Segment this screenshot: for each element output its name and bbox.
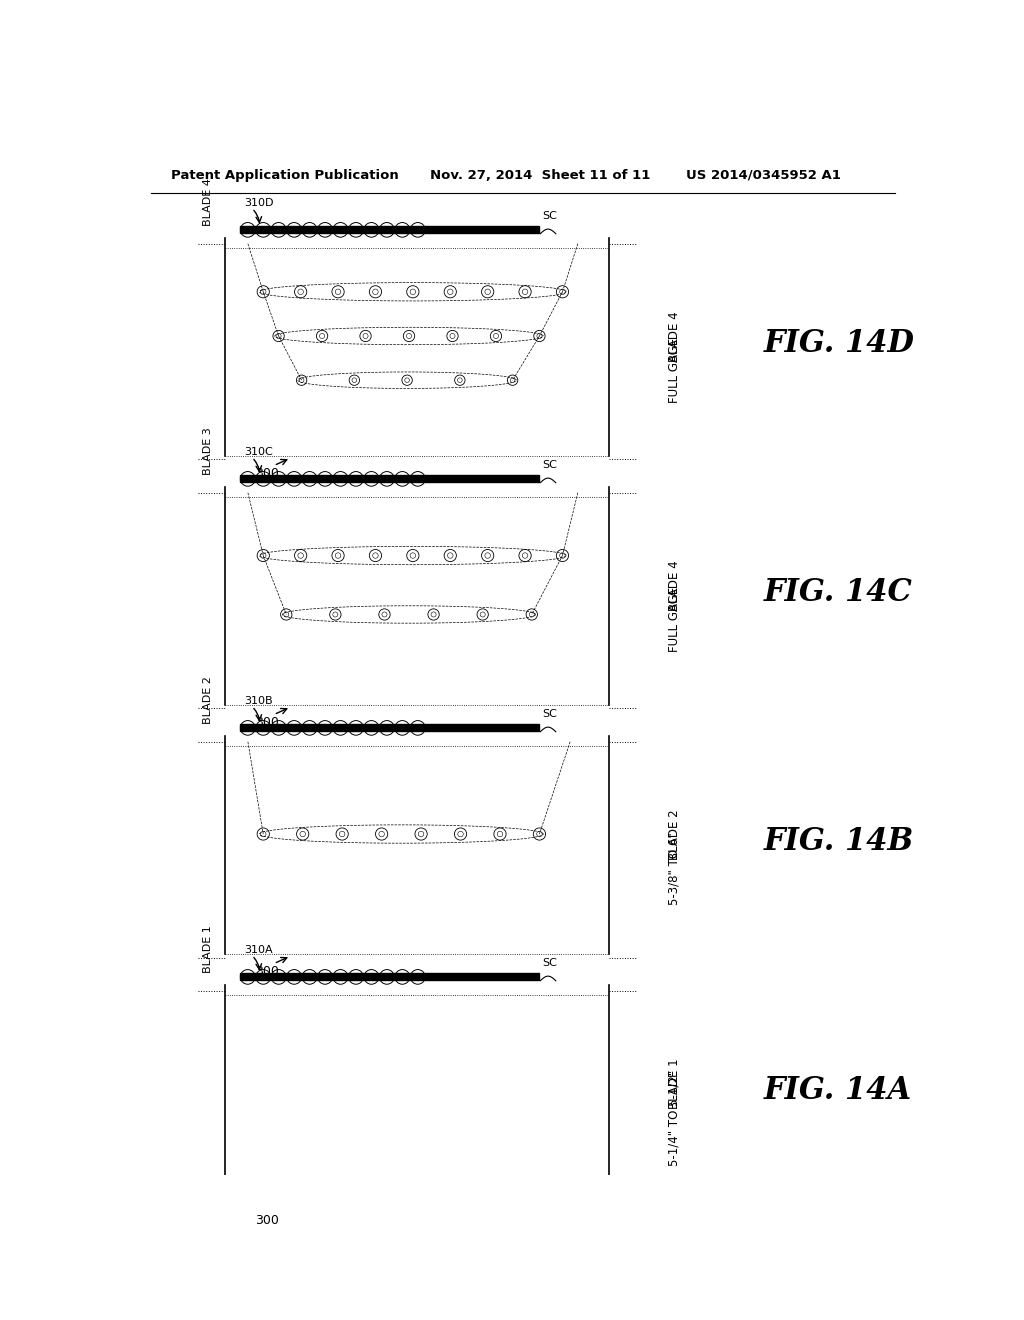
Text: 310A: 310A [245,945,272,956]
Text: BLADE 2: BLADE 2 [203,676,213,725]
Text: US 2014/0345952 A1: US 2014/0345952 A1 [686,169,841,182]
Text: SC: SC [543,211,557,220]
Text: FIG. 14B: FIG. 14B [764,826,913,858]
Text: 5-1/4" TO 5-1/2": 5-1/4" TO 5-1/2" [668,1069,681,1166]
Text: 310C: 310C [245,447,273,457]
Text: FULL GAGE: FULL GAGE [668,338,681,404]
Text: 300: 300 [256,1214,280,1228]
Text: BLADE 4: BLADE 4 [668,560,681,611]
Text: FIG. 14A: FIG. 14A [764,1076,911,1106]
Bar [241,973,539,981]
Text: 310B: 310B [245,697,272,706]
Text: SC: SC [543,709,557,718]
Text: FIG. 14C: FIG. 14C [764,577,912,609]
Text: FIG. 14D: FIG. 14D [764,329,914,359]
Text: BLADE 1: BLADE 1 [203,925,213,973]
Text: BLADE 4: BLADE 4 [203,178,213,226]
Bar [241,227,539,234]
Text: Nov. 27, 2014  Sheet 11 of 11: Nov. 27, 2014 Sheet 11 of 11 [430,169,650,182]
Text: 300: 300 [256,717,280,729]
Text: 300: 300 [256,467,280,480]
Text: Patent Application Publication: Patent Application Publication [171,169,398,182]
Bar [241,475,539,482]
Text: BLADE 2: BLADE 2 [668,809,681,859]
Text: BLADE 4: BLADE 4 [668,312,681,362]
Text: FULL GAGE: FULL GAGE [668,587,681,652]
Text: BLADE 1: BLADE 1 [668,1057,681,1109]
Text: 310D: 310D [245,198,273,209]
Bar [241,725,539,731]
Text: SC: SC [543,459,557,470]
Text: 5-3/8" TO 6": 5-3/8" TO 6" [668,833,681,906]
Text: BLADE 3: BLADE 3 [203,428,213,475]
Text: SC: SC [543,958,557,968]
Text: 300: 300 [256,965,280,978]
